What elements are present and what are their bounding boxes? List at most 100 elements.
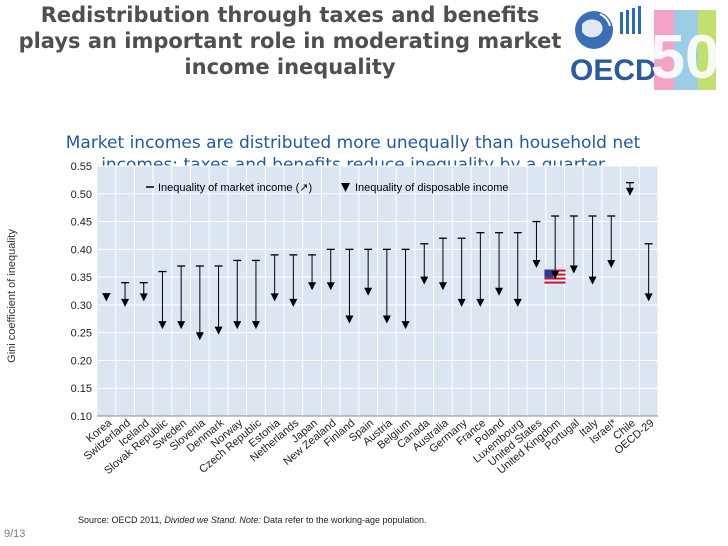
source-title: Divided we Stand.: [164, 515, 237, 525]
oecd-logo: OECD 50: [570, 6, 720, 92]
x-tick-label: United States: [486, 417, 545, 469]
title-line: Redistribution through taxes and benefit…: [40, 3, 540, 27]
x-tick-label: Slovenia: [168, 417, 209, 454]
flag-stripe: [544, 273, 566, 276]
x-tick-label: Norway: [209, 417, 246, 450]
disposable-income-mark: [233, 321, 242, 330]
disposable-income-mark: [158, 321, 167, 330]
x-tick-label: Switzerland: [82, 417, 133, 463]
title-line: income inequality: [184, 55, 396, 79]
legend-disposable-swatch: [341, 183, 350, 192]
x-tick-label: Luxembourg: [471, 417, 526, 466]
globe-icon: [575, 11, 613, 49]
page-number: 9/13: [4, 528, 26, 540]
y-tick-label: 0.10: [71, 411, 92, 423]
x-tick-label: Poland: [473, 417, 507, 448]
legend-disposable-label: Inequality of disposable income: [355, 182, 508, 194]
chart-legend: Inequality of market income (↗) Inequalit…: [146, 182, 508, 194]
x-tick-label: Finland: [322, 417, 357, 449]
disposable-income-mark: [495, 287, 504, 296]
x-tick-label: Japan: [289, 417, 320, 445]
disposable-income-mark: [457, 298, 466, 307]
subtitle-line: Market incomes are distributed more uneq…: [65, 133, 641, 153]
disposable-income-mark: [326, 282, 335, 291]
disposable-income-mark: [401, 321, 410, 330]
x-tick-label: Sweden: [151, 417, 189, 452]
flag-background: [544, 269, 566, 284]
disposable-income-mark: [644, 293, 653, 302]
disposable-income-mark: [289, 298, 298, 307]
disposable-income-mark: [513, 298, 522, 307]
disposable-income-mark: [214, 326, 223, 335]
source-note: Source: OECD 2011, Divided we Stand. Not…: [78, 515, 427, 525]
slide-title: Redistribution through taxes and benefit…: [0, 2, 580, 80]
y-tick-label: 0.40: [71, 244, 92, 256]
disposable-income-mark: [438, 282, 447, 291]
x-tick-label: Israel*: [588, 417, 620, 447]
source-note-label: Note:: [236, 515, 261, 525]
disposable-income-mark: [195, 332, 204, 341]
disposable-income-mark: [476, 298, 485, 307]
disposable-income-mark: [420, 276, 429, 285]
disposable-income-mark: [607, 260, 616, 268]
flag-stripe: [544, 269, 566, 272]
y-tick-label: 0.15: [71, 383, 92, 395]
y-tick-label: 0.25: [71, 328, 92, 340]
x-tick-label: France: [454, 417, 488, 448]
x-tick-label: OECD-29: [612, 417, 656, 457]
x-tick-label: Canada: [395, 417, 433, 452]
disposable-income-mark: [102, 293, 111, 302]
disposable-income-mark: [588, 276, 597, 285]
x-tick-label: United Kingdom: [495, 417, 563, 477]
stripes-icon: [620, 6, 641, 34]
us-flag-icon: [544, 269, 566, 284]
disposable-income-mark: [532, 260, 541, 268]
x-tick-label: Belgium: [375, 417, 413, 452]
fifty-badge: 50: [651, 10, 720, 92]
x-tick-label: Germany: [427, 417, 470, 456]
disposable-income-mark: [625, 187, 634, 196]
x-tick-label: Netherlands: [248, 417, 302, 465]
disposable-income-mark: [345, 315, 354, 324]
disposable-income-mark: [251, 321, 260, 330]
y-tick-label: 0.45: [71, 217, 92, 229]
flag-canton: [544, 269, 554, 278]
x-tick-label: Austria: [361, 417, 396, 449]
disposable-income-mark: [364, 287, 373, 296]
disposable-income-mark: [121, 298, 130, 307]
source-suffix: Data refer to the working-age population…: [260, 515, 427, 525]
legend-market-label: Inequality of market income (↗): [158, 182, 312, 194]
oecd-text: OECD: [570, 54, 657, 87]
fifty-text: 50: [651, 23, 720, 92]
disposable-income-mark: [569, 265, 578, 274]
x-tick-label: Chile: [611, 417, 638, 442]
flag-stripe: [544, 277, 566, 280]
title-line: plays an important role in moderating ma…: [18, 29, 562, 53]
x-tick-label: Italy: [577, 417, 601, 439]
x-tick-label: Denmark: [185, 417, 227, 455]
x-tick-label: Iceland: [117, 417, 152, 449]
x-tick-label: Australia: [410, 417, 451, 454]
plot-area: [97, 166, 658, 416]
x-tick-label: New Zealand: [281, 417, 338, 468]
x-tick-label: Czech Republic: [197, 417, 264, 476]
disposable-income-mark: [270, 293, 279, 302]
subtitle-line: incomes: taxes and benefits reduce inequ…: [101, 155, 605, 175]
y-tick-label: 0.50: [71, 189, 92, 201]
slide-subtitle: Market incomes are distributed more uneq…: [8, 132, 698, 176]
x-tick-label: Spain: [347, 417, 376, 444]
y-tick-label: 0.20: [71, 355, 92, 367]
x-tick-label: Slovak Republic: [102, 417, 171, 477]
disposable-income-mark: [551, 271, 560, 280]
disposable-income-mark: [177, 321, 186, 330]
source-prefix: Source: OECD 2011,: [78, 515, 165, 525]
disposable-income-mark: [382, 315, 391, 324]
y-tick-label: 0.30: [71, 300, 92, 312]
disposable-income-mark: [308, 282, 317, 291]
y-axis-label: Gini coefficient of inequality: [6, 229, 18, 363]
y-tick-label: 0.35: [71, 272, 92, 284]
flag-stripe: [544, 281, 566, 284]
x-tick-label: Portugal: [543, 417, 582, 453]
x-tick-label: Korea: [84, 417, 115, 446]
disposable-income-mark: [139, 293, 148, 302]
